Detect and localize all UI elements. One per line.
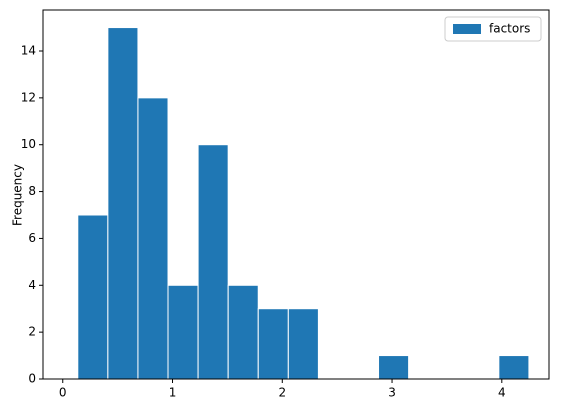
bar xyxy=(197,144,229,380)
bar xyxy=(498,355,530,380)
y-tick-label: 14 xyxy=(21,44,36,58)
y-tick-label: 12 xyxy=(21,90,36,104)
bar xyxy=(378,355,410,380)
x-tick-label: 2 xyxy=(278,386,286,400)
x-tick-label: 4 xyxy=(498,386,506,400)
legend-box xyxy=(444,16,542,42)
x-tick-label: 0 xyxy=(59,386,67,400)
bar xyxy=(137,97,169,380)
bar xyxy=(287,308,319,380)
plot-frame xyxy=(42,9,550,380)
bar xyxy=(167,284,199,380)
y-tick-label: 0 xyxy=(28,372,36,386)
y-tick-label: 2 xyxy=(28,325,36,339)
legend-label: factors xyxy=(489,22,530,36)
y-tick-label: 10 xyxy=(21,137,36,151)
x-tick-label: 3 xyxy=(388,386,396,400)
x-tick-label: 1 xyxy=(169,386,177,400)
y-tick-label: 6 xyxy=(28,231,36,245)
bar xyxy=(257,308,289,380)
y-axis-label: Frequency xyxy=(11,164,25,226)
y-tick-label: 8 xyxy=(28,184,36,198)
bar xyxy=(77,214,109,380)
y-tick-label: 4 xyxy=(28,278,36,292)
legend-swatch xyxy=(453,24,481,34)
bar xyxy=(227,284,259,380)
bar xyxy=(107,27,139,380)
